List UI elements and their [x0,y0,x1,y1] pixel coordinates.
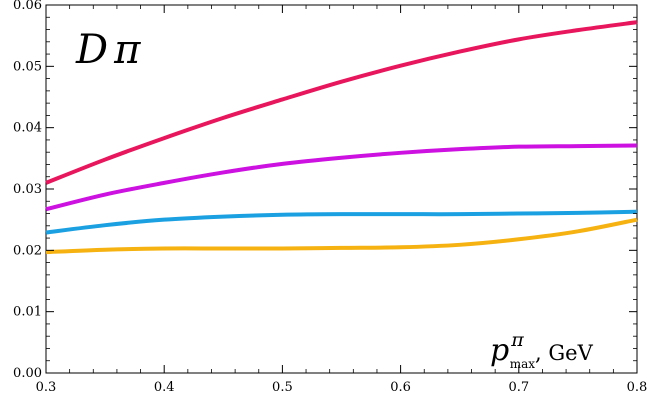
x-tick-label: 0.6 [390,380,411,395]
x-tick-label: 0.3 [36,380,57,395]
x-tick-label: 0.5 [272,380,293,395]
y-tick-label: 0.04 [13,121,42,136]
x-tick-label: 0.8 [627,380,647,395]
chart-title-sub: π [113,27,141,73]
y-tick-label: 0.02 [13,243,42,258]
x-axis-label-main: p [490,333,509,368]
series-layer [45,20,638,255]
x-axis-label-sup: π [510,329,524,351]
chart-title-main: D [75,27,108,73]
x-tick-label: 0.4 [154,380,175,395]
x-tick-label: 0.7 [508,380,529,395]
x-axis-label: p π max, GeV [490,329,594,371]
y-tick-label: 0.03 [13,182,42,197]
x-axis-label-sub: max [510,357,536,371]
series-line-2 [45,143,638,212]
y-tick-label: 0.00 [13,366,42,381]
x-axis-label-unit: , GeV [535,341,594,365]
series-line-4 [45,217,638,255]
ticks-layer: 0.3 0.4 0.5 0.6 0.7 0.8 0.00 0.01 0.02 0.03 0.04 0.… [13,0,647,395]
y-tick-label: 0.06 [13,0,42,13]
series-line-1 [45,20,638,185]
y-tick-label: 0.05 [13,59,42,74]
y-tick-label: 0.01 [13,305,42,320]
series-line-3 [45,209,638,235]
